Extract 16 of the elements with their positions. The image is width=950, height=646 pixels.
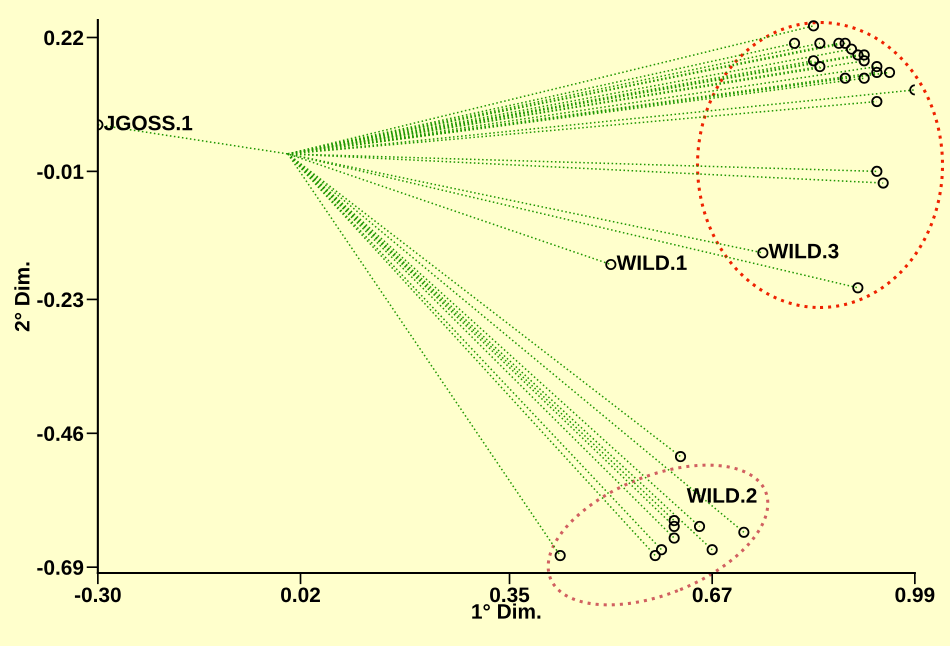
- y-tick-label: 0.22: [44, 30, 84, 46]
- y-tick-label: -0.23: [37, 292, 84, 308]
- x-tick-label: 0.99: [895, 587, 934, 602]
- y-tick-label: -0.69: [37, 560, 84, 575]
- x-tick-label: -0.30: [74, 587, 121, 602]
- annotation: WILD.2: [686, 488, 757, 503]
- x-tick-label: 0.67: [692, 587, 732, 602]
- y-axis-title: 2° Dim.: [14, 262, 30, 332]
- x-tick-label: 0.02: [281, 587, 320, 602]
- x-tick-label: 0.35: [490, 587, 530, 602]
- annotation: WILD.1: [616, 256, 687, 270]
- annotation: JGOSS.1: [104, 116, 192, 130]
- x-axis-title: 1° Dim.: [472, 604, 540, 619]
- y-tick-label: -0.46: [37, 426, 84, 442]
- annotation: WILD.3: [768, 244, 838, 258]
- y-tick-label: -0.01: [37, 164, 84, 180]
